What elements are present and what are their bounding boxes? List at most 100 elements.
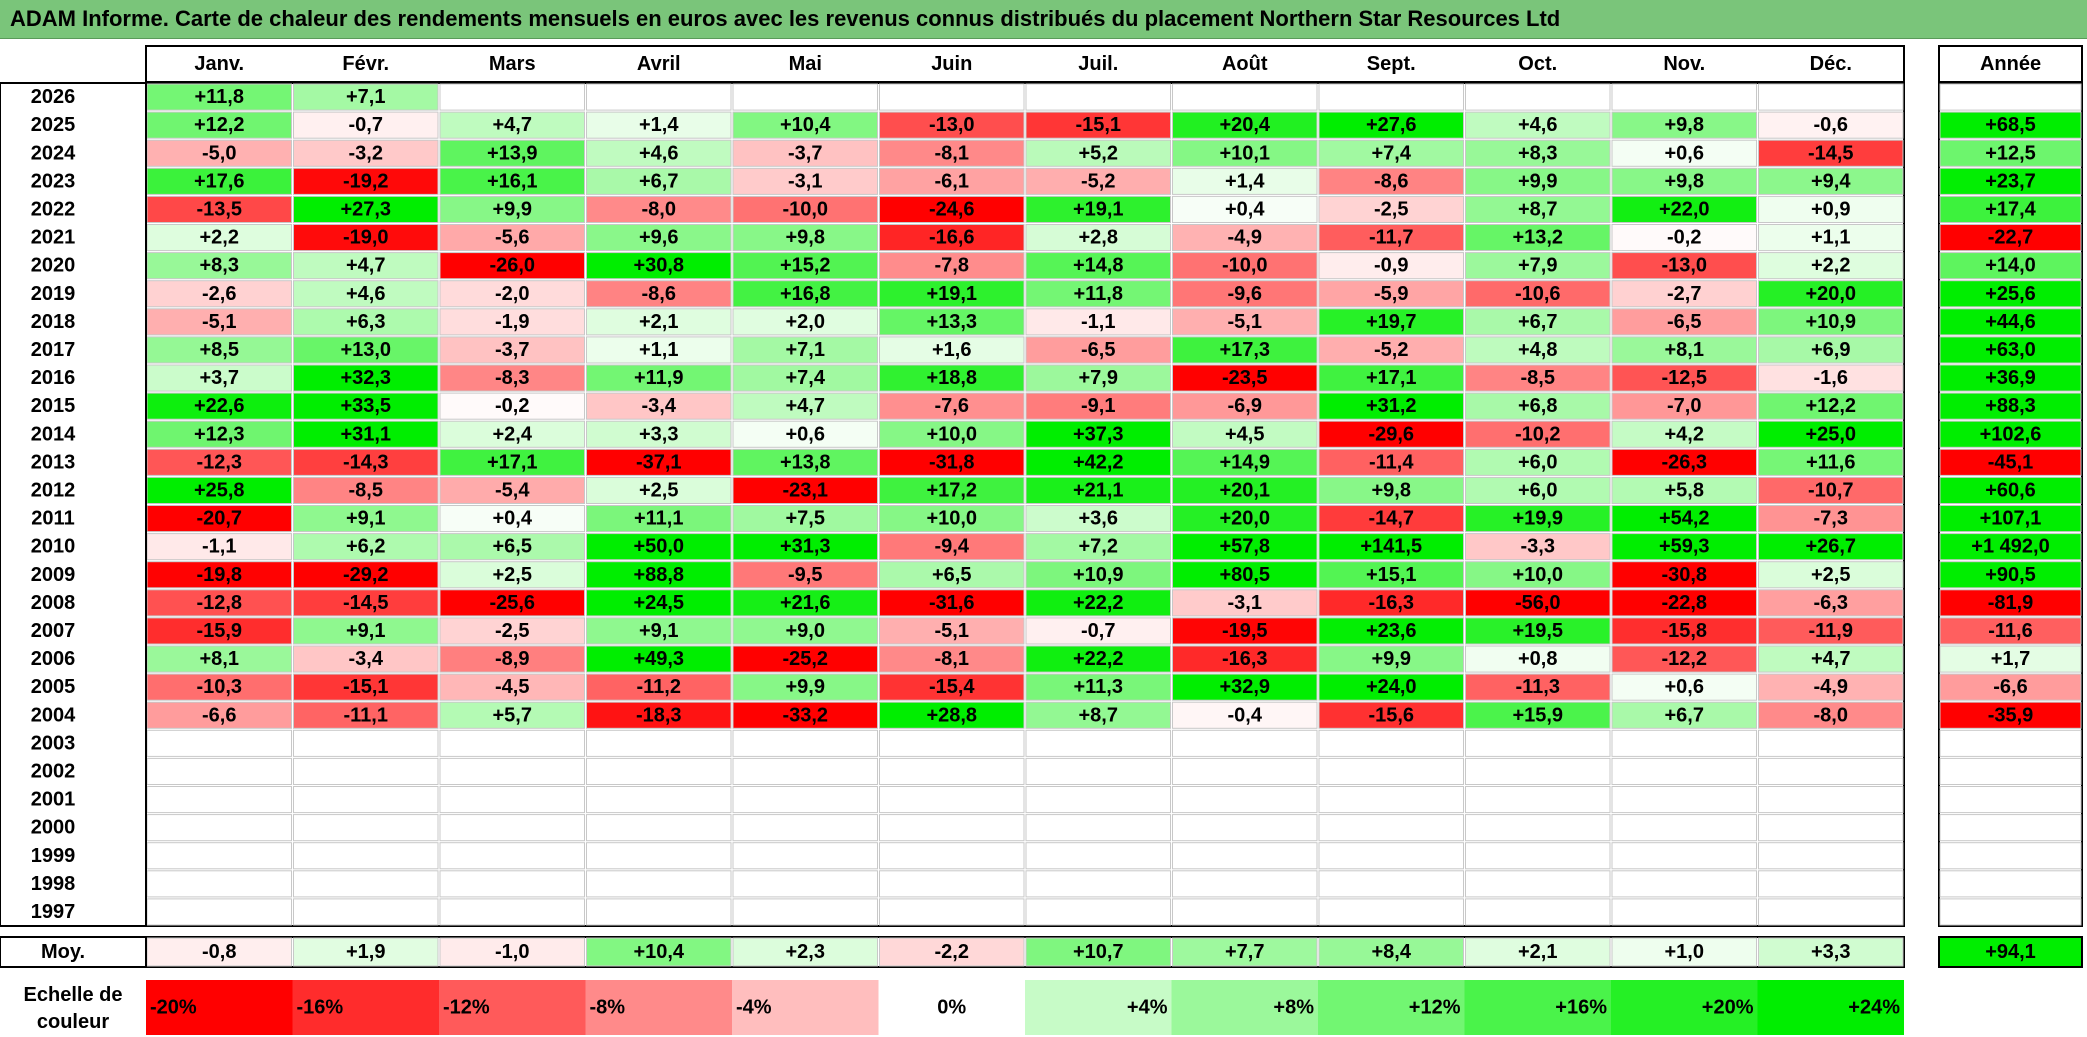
average-cell-8 (1172, 937, 1318, 967)
cell-label-2008-6: -31,6 (929, 592, 975, 614)
annual-label-2018: +44,6 (1985, 311, 2036, 333)
cell-label-2022-6: -24,6 (929, 198, 975, 220)
cell-label-2013-3: +17,1 (487, 451, 538, 473)
month-header-10: Oct. (1518, 53, 1557, 75)
cell-label-2024-4: +4,6 (639, 142, 678, 164)
cell-2008-9 (1318, 589, 1464, 617)
cell-2011-12 (1758, 505, 1904, 533)
cell-label-2017-4: +1,1 (639, 339, 678, 361)
cell-label-2025-4: +1,4 (639, 114, 679, 136)
cell-label-2006-3: -8,9 (495, 648, 529, 670)
cell-2005-7 (1025, 673, 1171, 701)
year-label-2011: 2011 (31, 508, 74, 530)
scale-label-4: -8% (590, 997, 626, 1019)
cell-label-2005-3: -4,5 (495, 676, 529, 698)
cell-2023-6 (879, 167, 1025, 195)
annual-cell-2006 (1939, 645, 2082, 673)
cell-2023-12 (1758, 167, 1904, 195)
month-header-2: Févr. (342, 53, 389, 75)
cell-label-2016-4: +11,9 (634, 367, 684, 389)
annual-label-2014: +102,6 (1980, 423, 2042, 445)
cell-2007-6 (879, 617, 1025, 645)
cell-2004-7 (1025, 701, 1171, 729)
cell-2020-12 (1758, 252, 1904, 280)
cell-2003-10 (1465, 729, 1611, 757)
cell-2018-5 (732, 308, 878, 336)
cell-label-2005-5: +9,9 (786, 676, 825, 698)
cell-2009-12 (1758, 561, 1904, 589)
year-label-2019: 2019 (31, 283, 76, 305)
cell-2014-6 (879, 420, 1025, 448)
cell-label-2018-11: -6,5 (1667, 311, 1701, 333)
cell-2015-8 (1172, 392, 1318, 420)
annual-cell-2019 (1939, 280, 2082, 308)
cell-label-2025-6: -13,0 (929, 114, 975, 136)
cell-label-2013-1: -12,3 (196, 451, 242, 473)
cell-2014-8 (1172, 420, 1318, 448)
year-label-2026: 2026 (31, 86, 76, 108)
scale-swatch-12 (1757, 980, 1904, 1035)
cell-2017-7 (1025, 336, 1171, 364)
cell-label-2007-6: -5,1 (935, 620, 969, 642)
cell-label-2021-3: -5,6 (495, 227, 529, 249)
cell-2009-6 (879, 561, 1025, 589)
cell-label-2008-9: -16,3 (1368, 592, 1414, 614)
annual-cell-1999 (1939, 842, 2082, 870)
average-value-1: -0,8 (202, 941, 236, 963)
cell-2016-6 (879, 364, 1025, 392)
cell-2005-2 (293, 673, 439, 701)
cell-label-2023-4: +6,7 (639, 170, 678, 192)
cell-2025-8 (1172, 111, 1318, 139)
cell-2019-7 (1025, 280, 1171, 308)
annual-cell-2026 (1939, 83, 2082, 111)
cell-label-2017-12: +6,9 (1811, 339, 1850, 361)
cell-label-2008-8: -3,1 (1228, 592, 1262, 614)
cell-2018-9 (1318, 308, 1464, 336)
cell-2020-7 (1025, 252, 1171, 280)
month-header-9: Sept. (1367, 53, 1416, 75)
cell-label-2023-9: -8,6 (1374, 170, 1408, 192)
cell-2026-3 (439, 83, 585, 111)
cell-2026-11 (1611, 83, 1757, 111)
annual-label-2021: -22,7 (1988, 227, 2034, 249)
cell-label-2007-4: +9,1 (639, 620, 678, 642)
cell-2012-9 (1318, 476, 1464, 504)
cell-2020-1 (146, 252, 292, 280)
cell-2009-11 (1611, 561, 1757, 589)
cell-2026-4 (586, 83, 732, 111)
average-cell-1 (146, 937, 292, 967)
cell-2012-4 (586, 476, 732, 504)
cell-2017-6 (879, 336, 1025, 364)
cell-label-2011-1: -20,7 (196, 508, 242, 530)
cell-2023-5 (732, 167, 878, 195)
cell-2024-9 (1318, 139, 1464, 167)
cell-label-2007-10: +19,5 (1512, 620, 1563, 642)
cell-2012-10 (1465, 476, 1611, 504)
cell-2002-11 (1611, 757, 1757, 786)
cell-2017-11 (1611, 336, 1757, 364)
scale-swatch-11 (1611, 980, 1758, 1035)
annual-cell-2025 (1939, 111, 2082, 139)
cell-2020-4 (586, 252, 732, 280)
cell-label-2010-8: +57,8 (1219, 536, 1270, 558)
cell-1998-7 (1025, 870, 1171, 898)
cell-label-2016-5: +7,4 (786, 367, 826, 389)
cell-label-2005-2: -15,1 (343, 676, 389, 698)
year-label-2020: 2020 (31, 255, 76, 277)
cell-label-2025-11: +9,8 (1665, 114, 1704, 136)
cell-2003-1 (146, 729, 292, 757)
cell-label-2021-10: +13,2 (1512, 227, 1563, 249)
cell-label-2009-10: +10,0 (1512, 564, 1563, 586)
cell-label-2011-10: +19,9 (1512, 508, 1563, 530)
average-value-12: +3,3 (1811, 941, 1850, 963)
cell-label-2016-2: +32,3 (340, 367, 391, 389)
cell-label-2013-7: +42,2 (1073, 451, 1124, 473)
cell-label-2021-7: +2,8 (1079, 227, 1118, 249)
cell-2006-2 (293, 645, 439, 673)
annual-label-2013: -45,1 (1988, 451, 2034, 473)
cell-label-2017-1: +8,5 (200, 339, 239, 361)
cell-label-2005-8: +32,9 (1219, 676, 1270, 698)
cell-label-2024-11: +0,6 (1665, 142, 1704, 164)
cell-2001-9 (1318, 786, 1464, 814)
